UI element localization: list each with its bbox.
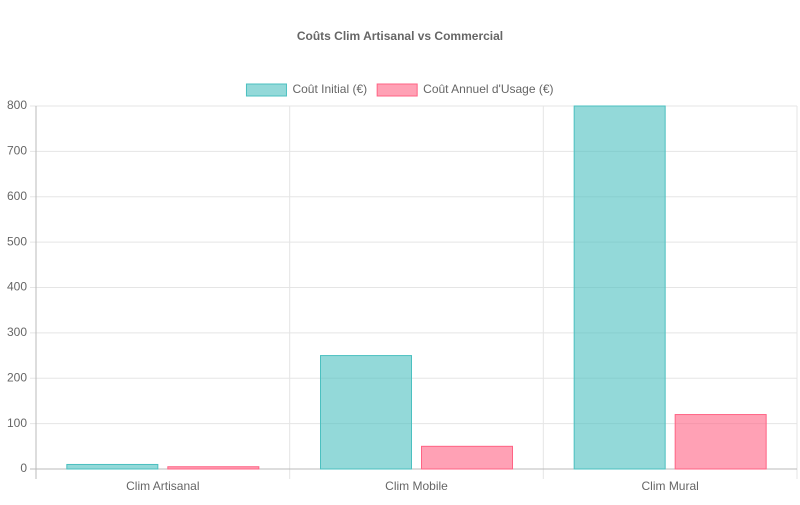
x-tick-label: Clim Mobile <box>385 479 448 493</box>
y-tick-label: 400 <box>7 280 27 294</box>
y-tick-label: 100 <box>7 416 27 430</box>
legend-label: Coût Initial (€) <box>292 82 367 96</box>
bar <box>320 355 412 470</box>
chart-title: Coûts Clim Artisanal vs Commercial <box>297 29 503 43</box>
y-tick-label: 0 <box>20 461 27 475</box>
x-tick-label: Clim Mural <box>641 479 698 493</box>
y-tick-label: 500 <box>7 234 27 248</box>
bar <box>167 466 260 470</box>
bar <box>573 105 666 470</box>
legend-swatch <box>245 83 287 97</box>
bar <box>66 463 159 470</box>
legend-label: Coût Annuel d'Usage (€) <box>423 82 553 96</box>
y-tick-label: 300 <box>7 325 27 339</box>
legend-swatch <box>376 83 418 97</box>
x-tick-label: Clim Artisanal <box>126 479 199 493</box>
bar <box>421 445 513 470</box>
y-tick-label: 200 <box>7 370 27 384</box>
y-tick-label: 800 <box>7 98 27 112</box>
y-tick-label: 600 <box>7 189 27 203</box>
y-tick-label: 700 <box>7 144 27 158</box>
bar <box>674 414 767 470</box>
